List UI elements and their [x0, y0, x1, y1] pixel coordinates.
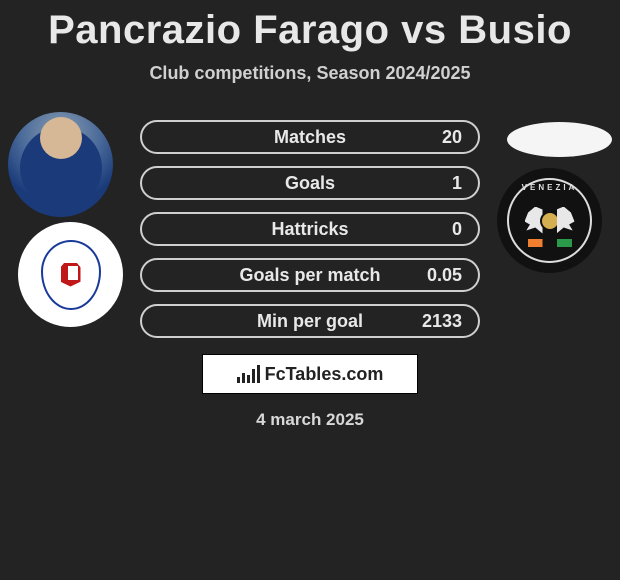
stat-row-goals: Goals 1 [140, 166, 480, 200]
stat-value-right: 0.05 [427, 265, 462, 286]
como-shield-icon [41, 240, 101, 310]
date-text: 4 march 2025 [0, 410, 620, 430]
lion-wings-icon [525, 207, 575, 241]
club-right-badge: VENEZIA [497, 168, 602, 273]
player-left-avatar [8, 112, 113, 217]
stat-value-right: 20 [442, 127, 462, 148]
stat-value-right: 0 [452, 219, 462, 240]
venezia-crest-icon: VENEZIA [507, 178, 592, 263]
player-right-avatar [507, 122, 612, 157]
stat-row-matches: Matches 20 [140, 120, 480, 154]
stat-value-right: 2133 [422, 311, 462, 332]
brand-text: FcTables.com [265, 364, 384, 385]
stat-row-min-per-goal: Min per goal 2133 [140, 304, 480, 338]
stat-value-right: 1 [452, 173, 462, 194]
brand-box[interactable]: FcTables.com [202, 354, 418, 394]
stats-container: Matches 20 Goals 1 Hattricks 0 Goals per… [140, 120, 480, 350]
stat-label: Min per goal [257, 311, 363, 332]
stat-label: Goals per match [239, 265, 380, 286]
tricolor-bar-icon [528, 239, 572, 247]
venezia-text: VENEZIA [522, 183, 578, 192]
club-left-badge [18, 222, 123, 327]
stat-label: Hattricks [271, 219, 348, 240]
stat-row-goals-per-match: Goals per match 0.05 [140, 258, 480, 292]
lion-head-icon [542, 213, 558, 229]
stat-row-hattricks: Hattricks 0 [140, 212, 480, 246]
page-title: Pancrazio Farago vs Busio [0, 0, 620, 53]
bar-chart-icon [237, 365, 259, 383]
stat-label: Goals [285, 173, 335, 194]
stat-label: Matches [274, 127, 346, 148]
subtitle: Club competitions, Season 2024/2025 [0, 63, 620, 84]
